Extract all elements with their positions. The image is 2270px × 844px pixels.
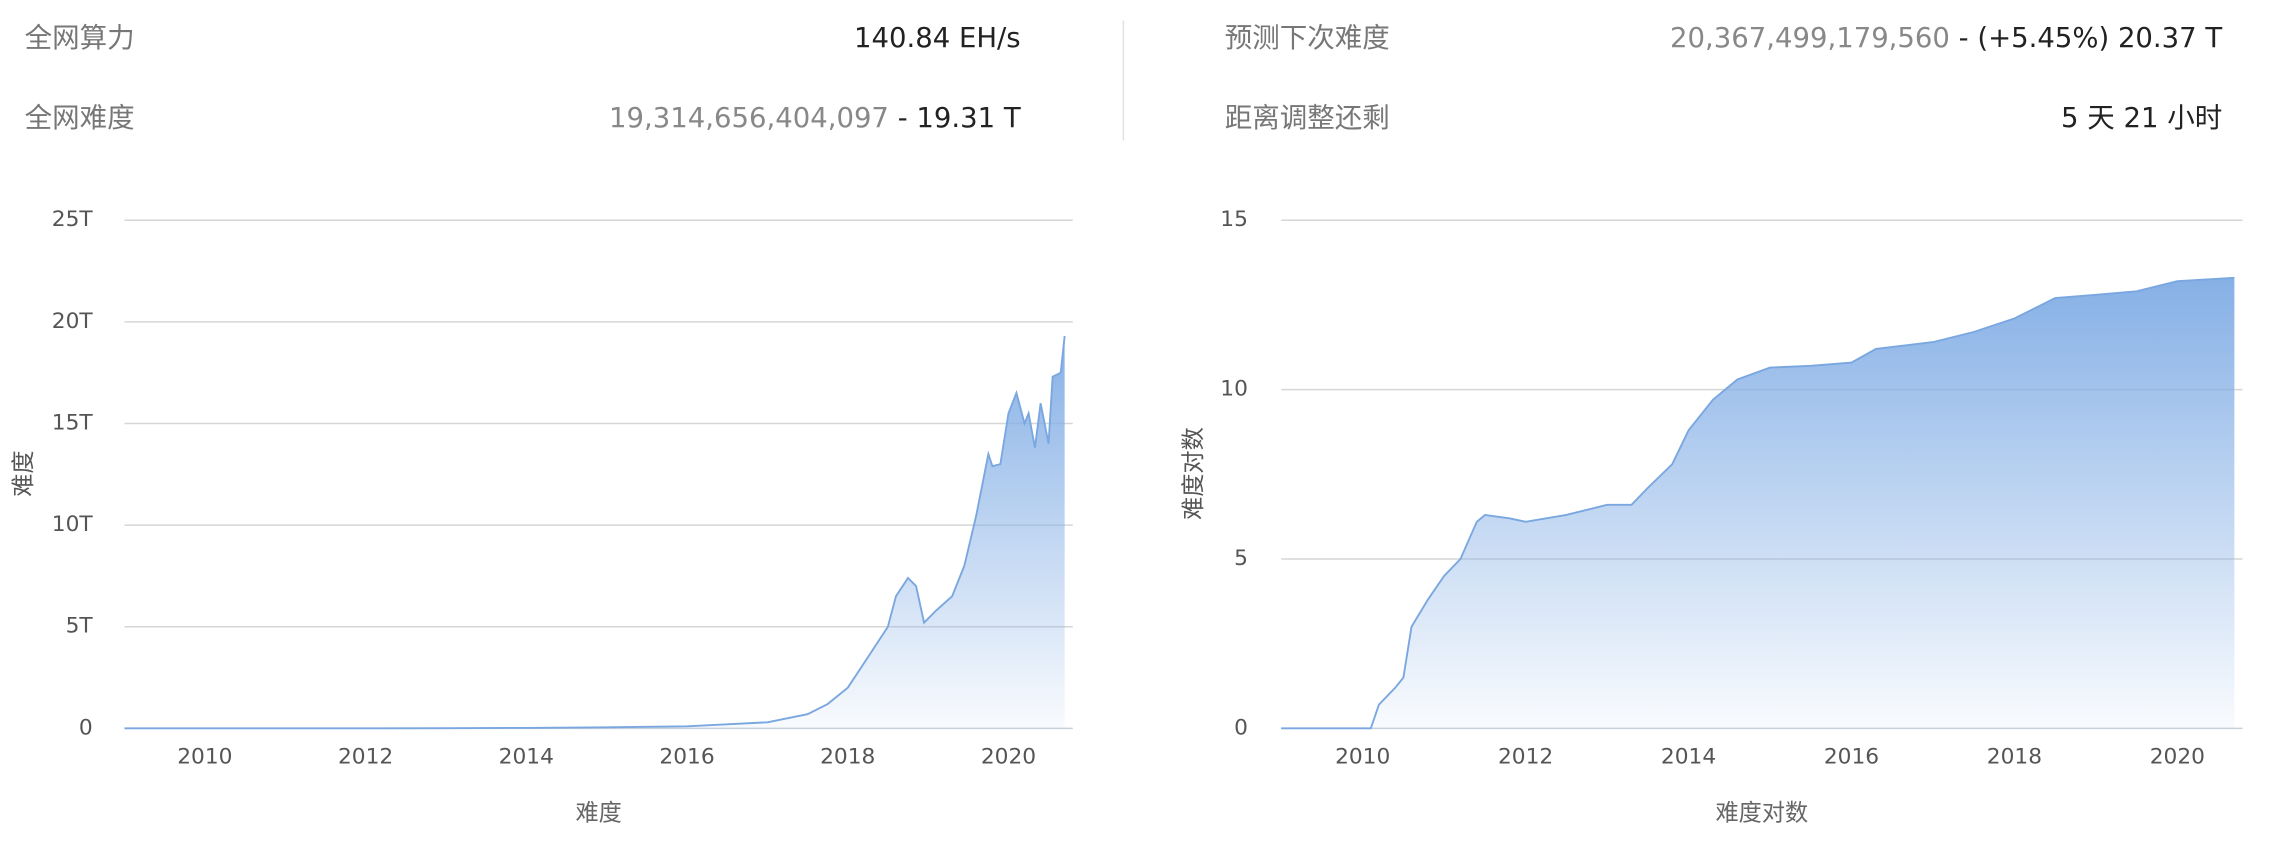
- stat-value-detail: - 19.31 T: [898, 102, 1021, 134]
- y-tick-label: 20T: [52, 309, 94, 334]
- y-tick-label: 0: [79, 715, 93, 740]
- stat-value-detail: 5 天 21 小时: [2061, 102, 2222, 134]
- x-tick-label: 2014: [1661, 744, 1716, 769]
- line: [124, 335, 1066, 730]
- y-tick-label: 15: [1220, 207, 1248, 232]
- y-tick-label: 25T: [52, 207, 94, 232]
- stat-value: 19,314,656,404,097 - 19.31 T: [609, 102, 1021, 134]
- x-axis-title: 难度对数: [1716, 800, 1809, 826]
- x-tick-label: 2012: [1498, 744, 1553, 769]
- stat-value: 5 天 21 小时: [2061, 102, 2222, 134]
- x-tick-label: 2012: [338, 744, 393, 769]
- y-tick-label: 10T: [52, 512, 94, 537]
- x-tick-label: 2010: [1335, 744, 1390, 769]
- y-axis-title: 难度: [11, 450, 37, 496]
- x-tick-label: 2010: [177, 744, 232, 769]
- stat-label: 全网算力: [25, 22, 135, 54]
- stat-value: 140.84 EH/s: [854, 22, 1021, 54]
- stat-value-main: 20,367,499,179,560: [1670, 22, 1950, 54]
- x-tick-label: 2016: [659, 744, 714, 769]
- y-tick-label: 0: [1234, 715, 1248, 740]
- x-tick-label: 2018: [1987, 744, 2042, 769]
- x-tick-label: 2018: [820, 744, 875, 769]
- y-axis-title: 难度对数: [1181, 427, 1207, 520]
- x-tick-label: 2014: [499, 744, 554, 769]
- stat-label: 距离调整还剩: [1225, 102, 1390, 134]
- x-tick-label: 2020: [2150, 744, 2205, 769]
- stat-value-detail: 140.84 EH/s: [854, 22, 1021, 54]
- y-tick-label: 10: [1220, 377, 1248, 402]
- y-tick-label: 15T: [52, 410, 94, 435]
- area: [124, 336, 1065, 729]
- stat-value: 20,367,499,179,560 - (+5.45%) 20.37 T: [1670, 22, 2222, 54]
- y-tick-label: 5: [1234, 546, 1248, 571]
- stat-value-detail: - (+5.45%) 20.37 T: [1959, 22, 2223, 54]
- stat-value-main: 19,314,656,404,097: [609, 102, 889, 134]
- x-axis-title: 难度: [575, 800, 621, 826]
- stat-label: 预测下次难度: [1225, 22, 1390, 54]
- area: [1281, 277, 2235, 729]
- stat-label: 全网难度: [25, 102, 135, 134]
- x-tick-label: 2016: [1824, 744, 1879, 769]
- line: [1281, 276, 2235, 730]
- x-tick-label: 2020: [981, 744, 1036, 769]
- y-tick-label: 5T: [66, 614, 94, 639]
